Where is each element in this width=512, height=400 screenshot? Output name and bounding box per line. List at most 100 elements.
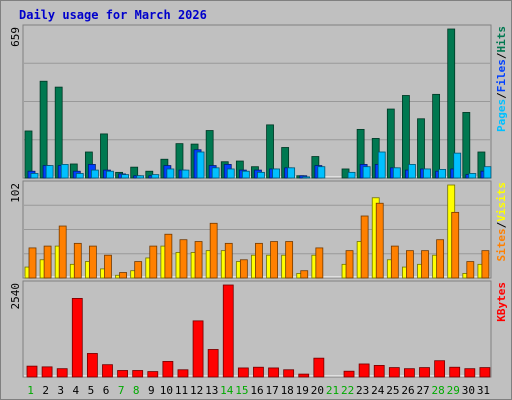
x-tick-label: 1 xyxy=(27,384,34,397)
x-tick-label: 18 xyxy=(281,384,294,397)
kbytes-bar-kbytes xyxy=(56,368,68,378)
kbytes-bar-kbytes xyxy=(298,373,310,378)
visits-bar-sites xyxy=(406,250,414,279)
x-tick-label: 15 xyxy=(235,384,248,397)
x-tick-label: 2 xyxy=(42,384,49,397)
x-tick-label: 27 xyxy=(416,384,429,397)
x-tick-label: 20 xyxy=(311,384,324,397)
visits-bar-sites xyxy=(239,259,248,279)
hits-bar-pages xyxy=(75,173,84,179)
x-tick-label: 21 xyxy=(326,384,339,397)
x-tick-label: 22 xyxy=(341,384,354,397)
visits-bar-sites xyxy=(315,247,324,279)
x-tick-label: 31 xyxy=(477,384,490,397)
kbytes-panel: 2540 KBytes xyxy=(9,280,508,378)
hits-bar-pages xyxy=(408,164,416,179)
kbytes-bar-kbytes xyxy=(177,369,189,378)
hits-bar-pages xyxy=(362,166,371,179)
hits-bar-pages xyxy=(211,167,220,179)
visits-bar-sites xyxy=(481,250,490,279)
kbytes-bar-kbytes xyxy=(479,367,491,378)
hits-bar-pages xyxy=(196,151,205,179)
hits-bar-pages xyxy=(287,167,296,179)
x-tick-label: 28 xyxy=(432,384,445,397)
hits-bar-pages xyxy=(483,166,492,179)
x-tick-label: 14 xyxy=(220,384,234,397)
visits-bar-sites xyxy=(270,241,278,279)
hits-bar-pages xyxy=(106,170,114,179)
kbytes-bar-kbytes xyxy=(71,298,83,378)
kbytes-bar-kbytes xyxy=(343,370,355,378)
x-tick-label: 10 xyxy=(160,384,173,397)
kbytes-bar-kbytes xyxy=(313,357,325,378)
visits-bar-sites xyxy=(451,211,460,279)
x-tick-label: 25 xyxy=(386,384,399,397)
visits-bar-sites xyxy=(209,222,218,279)
kbytes-bar-kbytes xyxy=(434,360,446,378)
visits-bar-sites xyxy=(345,250,354,279)
hits-bar-pages xyxy=(272,168,280,179)
kbytes-bar-kbytes xyxy=(358,363,370,378)
hits-bar-pages xyxy=(468,173,477,179)
x-tick-label: 7 xyxy=(118,384,125,397)
x-tick-label: 23 xyxy=(356,384,369,397)
visits-bar-sites xyxy=(285,241,294,279)
kbytes-bar-kbytes xyxy=(86,353,98,378)
x-tick-label: 3 xyxy=(57,384,64,397)
visits-bar-sites xyxy=(43,245,52,279)
x-tick-label: 29 xyxy=(447,384,460,397)
visits-bar-sites xyxy=(73,242,82,279)
kbytes-bar-kbytes xyxy=(419,367,430,378)
hits-bar-hits xyxy=(432,93,441,179)
hits-bar-pages xyxy=(121,174,129,179)
hits-bar-pages xyxy=(423,168,431,179)
hits-max-label: 659 xyxy=(9,27,22,47)
x-tick-label: 4 xyxy=(73,384,80,397)
visits-bar-sites xyxy=(390,245,399,279)
series-label-part: Hits xyxy=(495,26,508,53)
visits-bar-sites xyxy=(360,215,369,279)
hits-bar-pages xyxy=(181,169,190,179)
kbytes-bar-kbytes xyxy=(41,366,53,378)
kbytes-max-label: 2540 xyxy=(9,283,22,310)
visits-bar-sites xyxy=(300,270,309,279)
kbytes-bar-kbytes xyxy=(283,369,295,378)
series-label-part: / xyxy=(495,221,508,228)
kbytes-bar-kbytes xyxy=(253,366,264,378)
hits-series-label: Pages/Files/Hits xyxy=(495,26,508,132)
series-label-part: / xyxy=(495,92,508,99)
chart-title: Daily usage for March 2026 xyxy=(19,8,207,22)
hits-bar-pages xyxy=(90,169,99,179)
kbytes-bar-kbytes xyxy=(464,368,476,378)
visits-bar-sites xyxy=(179,239,188,279)
hits-bar-pages xyxy=(60,164,69,179)
visits-bar-sites xyxy=(436,239,445,279)
kbytes-bar-kbytes xyxy=(117,370,128,378)
kbytes-bar-kbytes xyxy=(388,367,400,378)
kbytes-bar-kbytes xyxy=(237,367,249,378)
visits-bar-sites xyxy=(194,241,203,279)
hits-bar-pages xyxy=(317,166,326,179)
visits-bar-sites xyxy=(149,245,158,279)
visits-bar-sites xyxy=(28,247,37,279)
x-tick-label: 26 xyxy=(401,384,414,397)
kbytes-bar-kbytes xyxy=(147,371,159,378)
x-tick-label: 5 xyxy=(88,384,95,397)
visits-bar-sites xyxy=(421,250,429,279)
kbytes-plot-area xyxy=(22,280,492,378)
hits-bar-pages xyxy=(226,168,235,179)
kbytes-bar-kbytes xyxy=(449,366,461,378)
visits-bar-sites xyxy=(104,254,112,279)
hits-bar-pages xyxy=(45,165,54,179)
hits-bar-pages xyxy=(392,167,401,179)
x-tick-label: 30 xyxy=(462,384,475,397)
hits-bar-pages xyxy=(166,168,175,179)
x-tick-label: 6 xyxy=(103,384,110,397)
visits-bar-sites xyxy=(119,272,127,279)
hits-bar-hits xyxy=(39,80,48,179)
kbytes-bar-kbytes xyxy=(26,365,38,378)
kbytes-bar-kbytes xyxy=(222,284,234,378)
